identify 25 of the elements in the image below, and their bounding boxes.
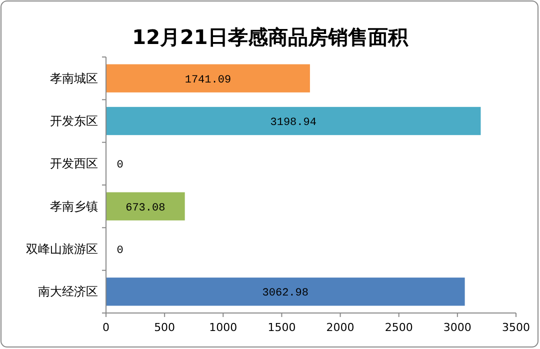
bar	[106, 278, 465, 306]
bar	[106, 192, 185, 220]
x-tick-label: 0	[102, 321, 110, 334]
x-tick-label: 1500	[268, 321, 296, 334]
chart-title: 12月21日孝感商品房销售面积	[132, 25, 409, 49]
x-tick-label: 2000	[326, 321, 354, 334]
data-label: 3198.94	[270, 117, 317, 129]
data-label: 0	[116, 245, 124, 257]
y-tick-label: 孝南乡镇	[50, 199, 98, 214]
y-tick-label: 双峰山旅游区	[26, 242, 98, 256]
x-tick-label: 3500	[502, 321, 530, 334]
bar	[106, 106, 481, 136]
x-tick-label: 2500	[384, 321, 413, 334]
data-label: 673.08	[126, 202, 166, 214]
data-label: 3062.98	[262, 288, 309, 300]
bar	[106, 64, 310, 92]
y-tick-label: 开发东区	[50, 114, 98, 128]
y-tick-label: 孝南城区	[50, 71, 98, 86]
y-tick-label: 南大经济区	[38, 284, 98, 299]
x-tick-label: 500	[154, 321, 176, 334]
y-tick-label: 开发西区	[50, 156, 98, 171]
x-tick-label: 3000	[443, 321, 472, 334]
data-label: 1741.09	[184, 74, 232, 86]
data-label: 0	[116, 160, 124, 172]
x-tick-label: 1000	[209, 321, 238, 334]
